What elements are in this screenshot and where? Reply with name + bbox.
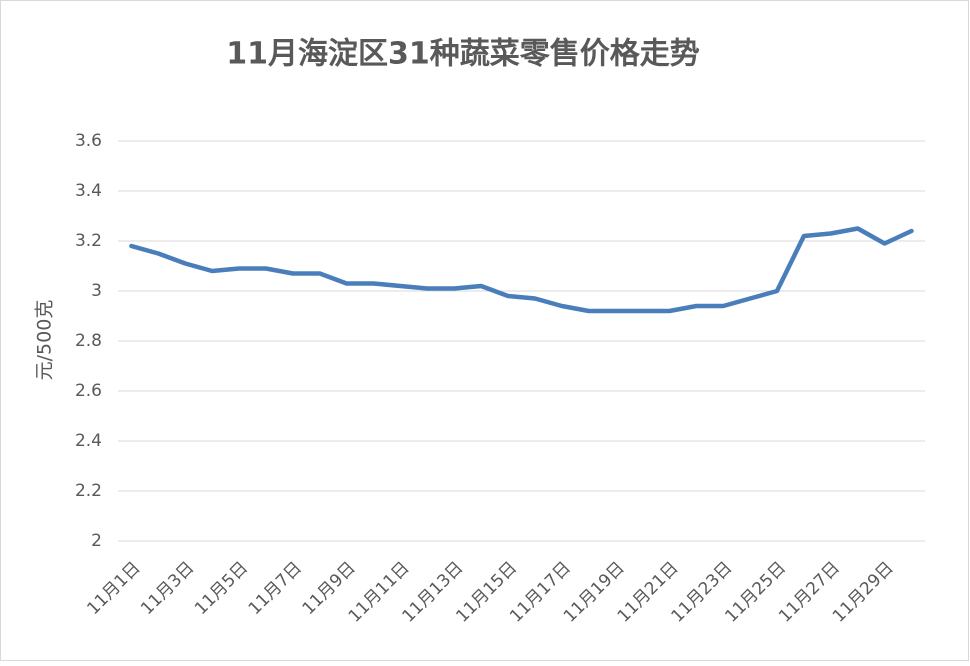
data-line	[129, 226, 914, 314]
chart-title: 11月海淀区31种蔬菜零售价格走势	[226, 37, 700, 72]
y-tick-label: 2.6	[75, 381, 102, 401]
y-tick-label: 3.4	[75, 181, 102, 201]
y-tick-label: 2.2	[75, 481, 102, 501]
y-tick-label: 2.8	[75, 331, 102, 351]
y-axis-label: 元/500克	[34, 300, 56, 381]
y-tick-label: 3.2	[75, 231, 102, 251]
y-tick-label: 2.4	[75, 431, 102, 451]
y-tick-label: 2	[91, 531, 102, 551]
y-tick-label: 3	[91, 281, 102, 301]
y-tick-label: 3.6	[75, 131, 102, 151]
